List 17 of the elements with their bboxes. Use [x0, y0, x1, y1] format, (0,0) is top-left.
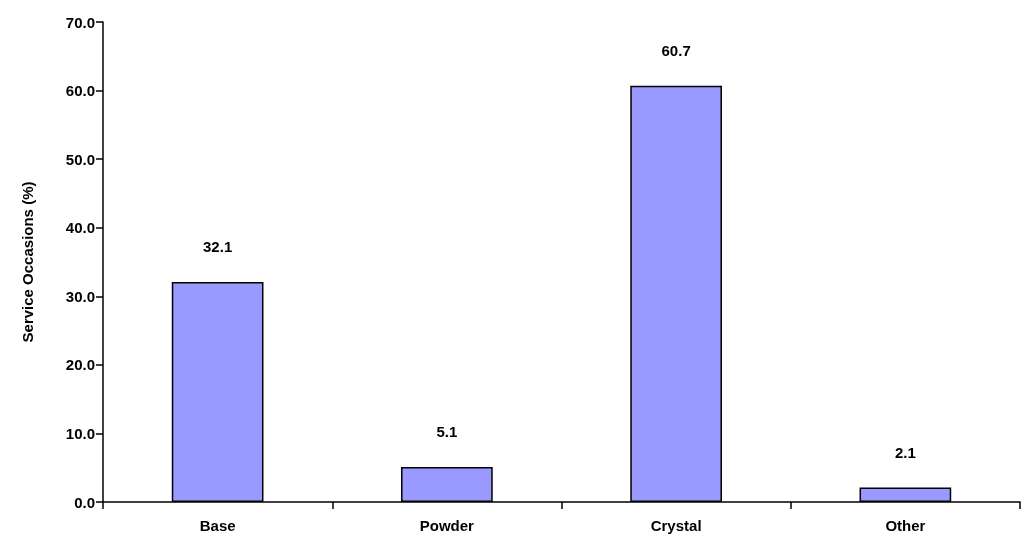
data-label: 60.7	[661, 41, 691, 59]
data-label: 2.1	[894, 443, 916, 461]
y-tick-label: 40.0	[65, 219, 95, 237]
y-tick-label: 70.0	[65, 13, 95, 31]
y-tick-label: 20.0	[65, 356, 95, 374]
y-tick-label: 30.0	[65, 287, 95, 305]
x-tick-label: Other	[885, 517, 926, 534]
y-tick-label: 50.0	[65, 150, 95, 168]
y-tick-label: 60.0	[65, 82, 95, 100]
y-tick-label: 10.0	[65, 424, 95, 442]
data-label: 32.1	[203, 237, 233, 255]
data-label: 5.1	[436, 423, 458, 441]
x-tick-label: Base	[199, 517, 236, 534]
y-tick-label: 0.0	[74, 493, 95, 511]
x-tick-label: Powder	[419, 517, 475, 534]
y-axis-title: Service Occasions (%)	[19, 181, 36, 343]
x-tick-label: Crystal	[650, 517, 702, 534]
